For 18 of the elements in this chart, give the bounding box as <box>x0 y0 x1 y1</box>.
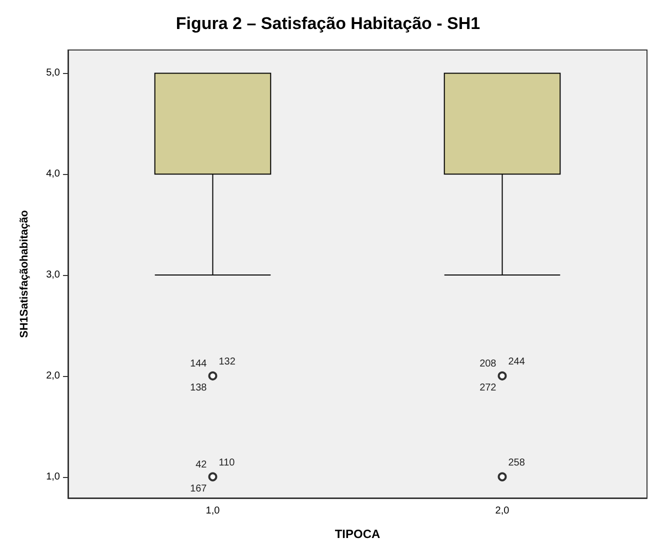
y-tick-label: 3,0 <box>46 270 60 281</box>
y-tick-label: 4,0 <box>46 168 60 180</box>
annotation: 132 <box>218 356 236 368</box>
y-axis-title: SH1Satisfaçãohabitação <box>18 210 30 338</box>
annotation: 138 <box>190 382 208 394</box>
annotation: 244 <box>508 356 526 368</box>
y-tick-label: 5,0 <box>46 68 60 79</box>
y-tick-label: 2,0 <box>46 370 60 382</box>
x-axis-title: TIPOCA <box>334 527 380 541</box>
annotation: 208 <box>480 358 497 370</box>
annotation: 272 <box>480 382 497 394</box>
chart-title: Figura 2 – Satisfação Habitação - SH1 <box>176 14 480 33</box>
y-tick-label: 1,0 <box>46 471 60 482</box>
annotation: 110 <box>218 457 236 468</box>
annotation: 167 <box>190 483 208 494</box>
annotation: 42 <box>196 459 208 470</box>
annotation: 258 <box>508 457 526 468</box>
annotation: 144 <box>190 358 208 370</box>
